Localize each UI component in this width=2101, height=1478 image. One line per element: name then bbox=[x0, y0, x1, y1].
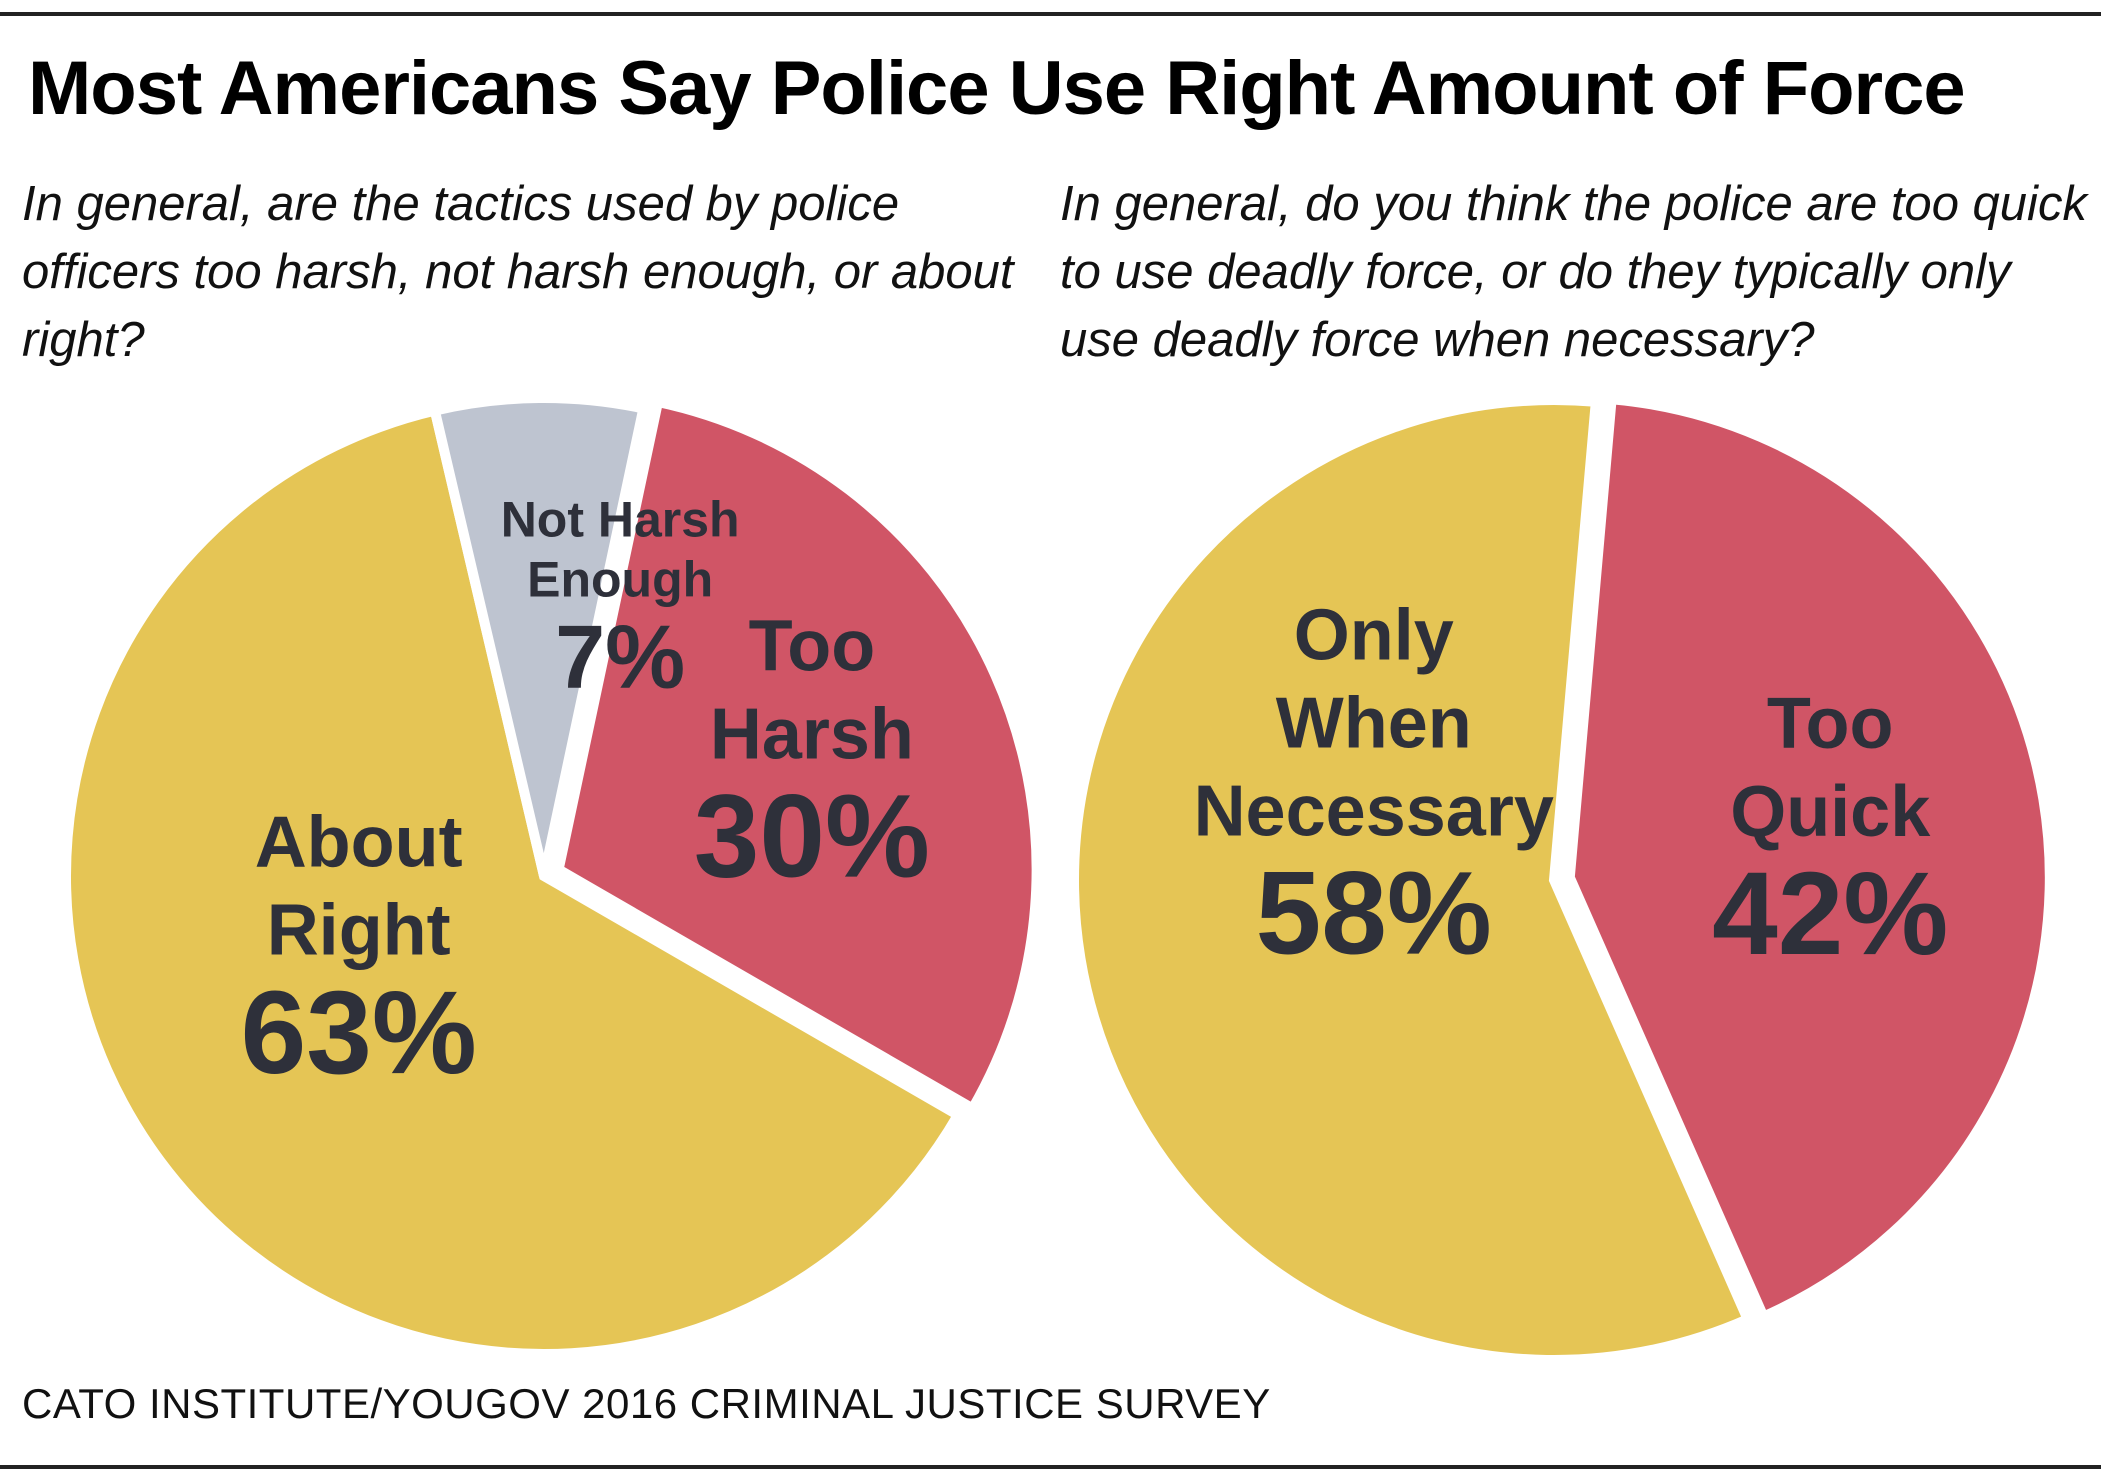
slice-label-too-harsh: Harsh bbox=[710, 694, 914, 774]
pie-slice-too-quick bbox=[1564, 393, 2055, 1324]
chart-title: Most Americans Say Police Use Right Amou… bbox=[28, 46, 1966, 131]
slice-value-only-when-necessary: 58% bbox=[1256, 847, 1492, 979]
right-pie-question: In general, do you think the police are … bbox=[1060, 177, 2087, 367]
slice-value-not-harsh-enough: 7% bbox=[555, 608, 685, 708]
slice-value-too-harsh: 30% bbox=[694, 770, 930, 902]
bottom-rule bbox=[0, 1465, 2101, 1469]
source-note: CATO INSTITUTE/YOUGOV 2016 CRIMINAL JUST… bbox=[22, 1380, 1271, 1427]
slice-label-about-right: About bbox=[255, 803, 463, 883]
slice-value-too-quick: 42% bbox=[1712, 848, 1948, 980]
pie-slice-too-harsh bbox=[552, 396, 1042, 1116]
slice-label-only-when-necessary: Only bbox=[1294, 595, 1454, 675]
slice-label-not-harsh-enough: Not Harsh bbox=[501, 492, 740, 548]
slice-label-about-right: Right bbox=[267, 891, 451, 971]
left-pie-question: In general, are the tactics used by poli… bbox=[22, 177, 1014, 367]
slice-label-too-quick: Quick bbox=[1730, 772, 1931, 852]
pie-slice-only-when-necessary bbox=[1069, 395, 1755, 1365]
slice-label-only-when-necessary: Necessary bbox=[1194, 771, 1554, 851]
slice-label-too-harsh: Too bbox=[749, 606, 876, 686]
slice-label-too-quick: Too bbox=[1767, 684, 1894, 764]
pie-slice-not-harsh-enough bbox=[428, 393, 650, 878]
slice-label-only-when-necessary: When bbox=[1276, 683, 1472, 763]
top-rule bbox=[0, 12, 2101, 16]
pie-slice-about-right bbox=[61, 404, 965, 1359]
slice-label-not-harsh-enough: Enough bbox=[527, 552, 713, 608]
slice-value-about-right: 63% bbox=[241, 967, 477, 1099]
